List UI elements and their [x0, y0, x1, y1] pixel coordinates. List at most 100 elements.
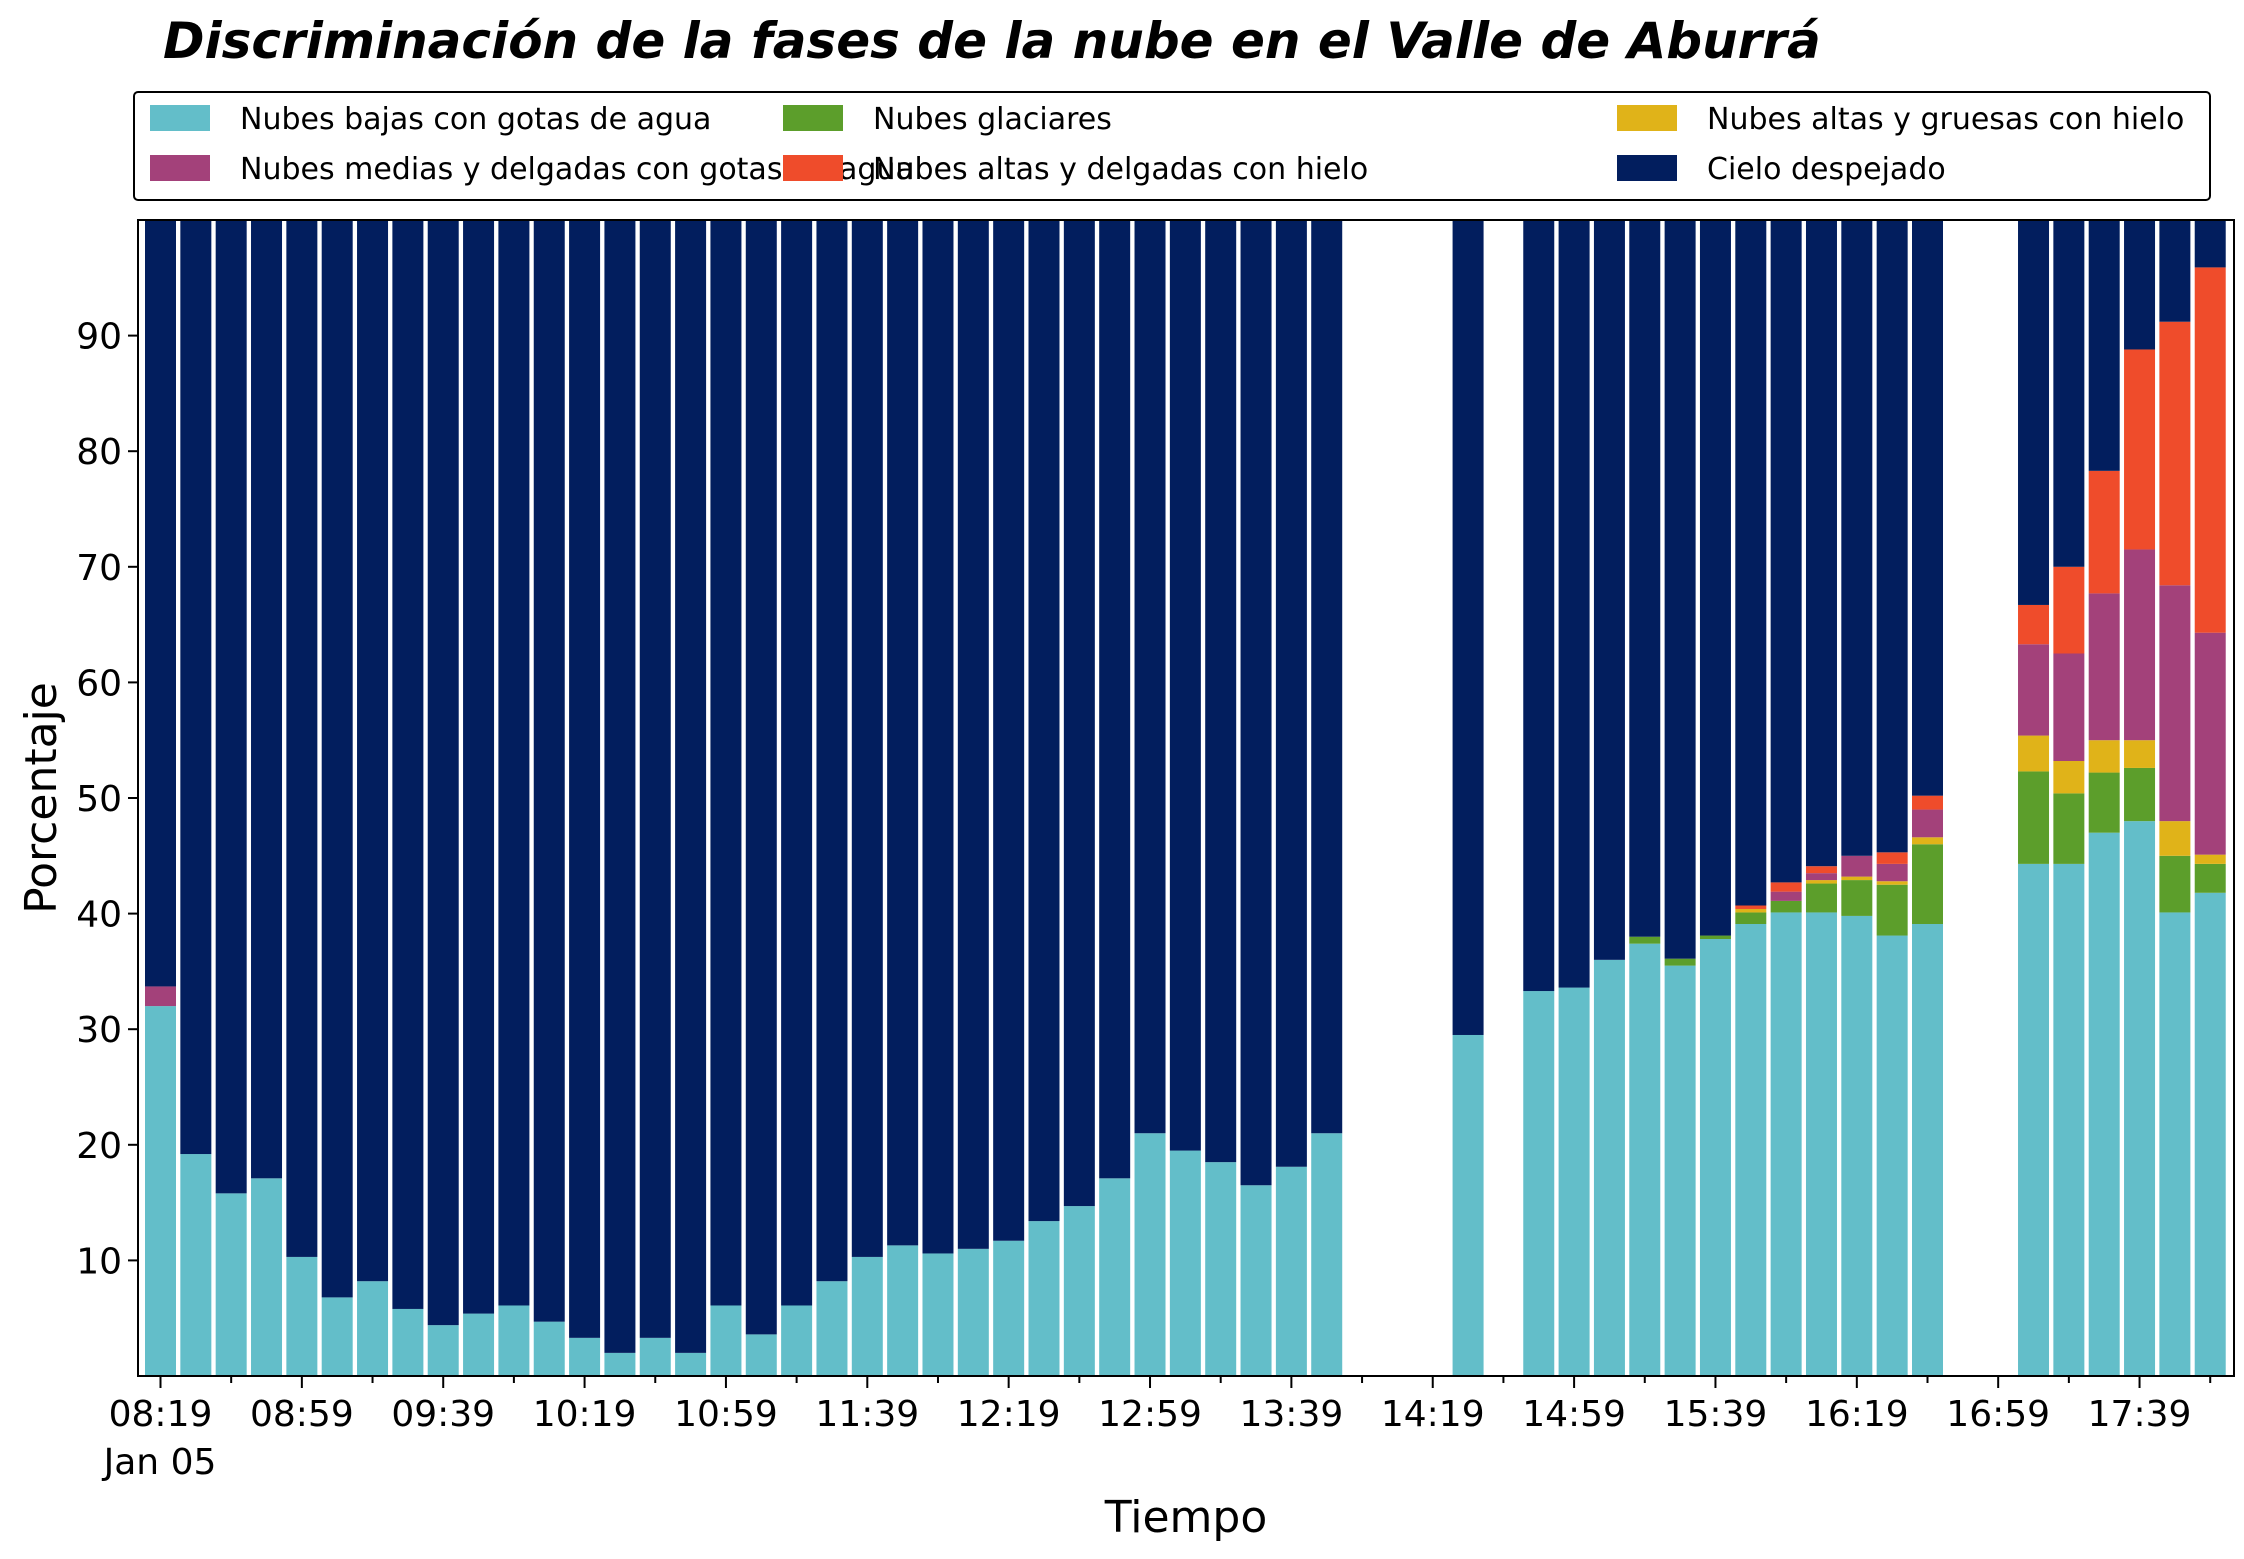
y-axis-title: Porcentaje [16, 682, 67, 914]
bar-segment-42-5 [1629, 220, 1661, 937]
bar-segment-10-0 [498, 1305, 530, 1376]
bar-segment-11-0 [533, 1321, 565, 1376]
bar-segment-57-4 [2159, 321, 2191, 586]
bar-segment-9-0 [463, 1313, 495, 1376]
bar-segment-46-5 [1770, 220, 1802, 883]
bar-segment-48-2 [1841, 876, 1873, 881]
x-axis-date-label: Jan 05 [102, 1442, 217, 1483]
bar-segment-49-2 [1876, 881, 1908, 885]
bar-segment-15-5 [675, 220, 707, 1353]
bar-segment-45-4 [1735, 905, 1767, 909]
legend-label: Nubes glaciares [873, 102, 1112, 137]
chart-title: Discriminación de la fases de la nube en… [163, 12, 1821, 70]
bar-segment-48-1 [1841, 880, 1873, 916]
bar-segment-54-4 [2053, 566, 2085, 654]
bar-segment-45-0 [1735, 924, 1767, 1376]
legend-label: Nubes bajas con gotas de agua [240, 102, 711, 137]
bar-segment-55-4 [2088, 470, 2120, 594]
bar-segment-1-5 [180, 220, 212, 1155]
bar-segment-0-0 [145, 1006, 176, 1376]
bar-segment-53-0 [2018, 863, 2050, 1376]
bar-segment-28-5 [1134, 220, 1166, 1134]
bar-segment-50-1 [1912, 844, 1943, 924]
x-tick-label: 14:19 [1381, 1394, 1485, 1435]
bar-segment-21-0 [887, 1245, 919, 1376]
bar-segment-55-1 [2088, 772, 2120, 833]
x-axis-title: Tiempo [1104, 1492, 1268, 1543]
bar-segment-45-1 [1735, 912, 1767, 924]
bar-segment-42-1 [1629, 936, 1661, 944]
bar-segment-54-0 [2053, 863, 2085, 1376]
bar-segment-44-5 [1699, 220, 1731, 936]
y-tick-label: 30 [76, 1010, 122, 1051]
legend-swatch [783, 155, 843, 181]
x-tick-label: 09:39 [391, 1394, 495, 1435]
x-tick-label: 16:19 [1805, 1394, 1909, 1435]
bar-segment-49-3 [1876, 863, 1908, 882]
bar-segment-47-4 [1805, 866, 1837, 874]
bar-segment-56-1 [2124, 767, 2156, 822]
bar-segment-25-5 [1028, 220, 1060, 1222]
bar-segment-50-3 [1912, 809, 1943, 838]
bar-segment-22-0 [922, 1253, 954, 1376]
bar-segment-50-2 [1912, 837, 1943, 845]
bar-segment-54-3 [2053, 653, 2085, 762]
bar-segment-57-1 [2159, 855, 2191, 913]
bar-segment-53-1 [2018, 771, 2050, 864]
y-tick-label: 40 [76, 895, 122, 936]
bar-segment-14-0 [639, 1337, 671, 1376]
bar-segment-1-0 [180, 1154, 212, 1376]
bar-segment-7-5 [392, 220, 424, 1309]
bar-segment-18-5 [781, 220, 813, 1306]
legend-label: Nubes altas y delgadas con hielo [873, 152, 1368, 187]
bar-segment-45-5 [1735, 220, 1767, 906]
bar-segment-56-5 [2124, 220, 2156, 350]
x-tick-label: 14:59 [1522, 1394, 1626, 1435]
bar-segment-58-2 [2194, 854, 2226, 864]
bar-segment-37-0 [1452, 1034, 1484, 1376]
legend-swatch [150, 105, 210, 131]
bar-segment-43-1 [1664, 958, 1696, 966]
x-tick-label: 13:39 [1240, 1394, 1344, 1435]
bar-segment-50-4 [1912, 795, 1943, 810]
y-axis: 10 20 30 40 50 60 70 80 90 [76, 317, 138, 1282]
bar-segment-24-5 [993, 220, 1025, 1241]
x-tick-label: 10:59 [674, 1394, 778, 1435]
x-tick-label: 08:19 [109, 1394, 213, 1435]
bar-segment-53-2 [2018, 735, 2050, 772]
y-tick-label: 80 [76, 432, 122, 473]
bar-segment-7-0 [392, 1308, 424, 1376]
bar-segment-58-5 [2194, 220, 2226, 268]
bar-segment-53-3 [2018, 644, 2050, 736]
bar-segment-17-5 [745, 220, 777, 1335]
bar-segment-39-0 [1523, 991, 1555, 1376]
legend: Nubes bajas con gotas de agua Nubes glaci… [133, 91, 2211, 201]
bar-segment-4-0 [286, 1256, 318, 1376]
x-tick-label: 08:59 [250, 1394, 354, 1435]
bar-segment-57-5 [2159, 220, 2191, 322]
bar-segment-55-5 [2088, 220, 2120, 471]
bar-segment-0-5 [145, 220, 176, 987]
legend-swatch [1617, 105, 1677, 131]
bar-segment-27-0 [1099, 1178, 1131, 1376]
bar-segment-23-5 [957, 220, 989, 1249]
bar-segment-46-0 [1770, 912, 1802, 1376]
bar-segment-29-5 [1169, 220, 1201, 1151]
legend-label: Nubes altas y gruesas con hielo [1707, 102, 2184, 137]
bar-segment-56-2 [2124, 740, 2156, 768]
bar-segment-57-0 [2159, 912, 2191, 1376]
bar-segment-6-0 [357, 1281, 389, 1376]
bar-segment-48-0 [1841, 915, 1873, 1376]
bar-segment-54-5 [2053, 220, 2085, 567]
x-tick-label: 15:39 [1664, 1394, 1768, 1435]
bar-segment-47-2 [1805, 880, 1837, 884]
bar-segment-22-5 [922, 220, 954, 1254]
bar-segment-40-0 [1558, 987, 1590, 1376]
x-tick-label: 10:19 [533, 1394, 637, 1435]
bar-segment-56-3 [2124, 549, 2156, 741]
bar-segment-12-0 [569, 1337, 601, 1376]
bar-segment-10-5 [498, 220, 530, 1306]
bar-segment-48-3 [1841, 855, 1873, 877]
bar-segment-26-5 [1063, 220, 1095, 1207]
